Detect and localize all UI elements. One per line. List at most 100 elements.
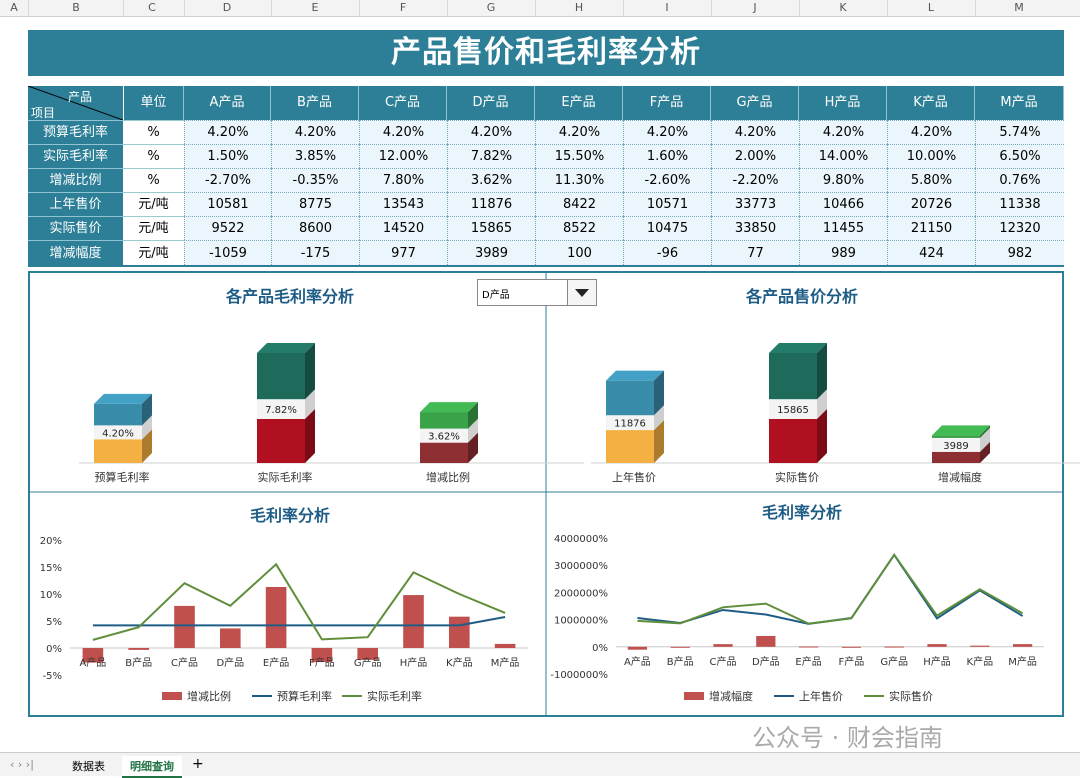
column-header[interactable]: M — [1014, 1, 1024, 14]
unit-cell[interactable]: 元/吨 — [123, 216, 184, 240]
data-table: 产品 项目 单位 A产品 B产品 C产品 D产品 E产品 F产品 G产品 H产品 K产品 M产品 预算… — [28, 86, 1064, 267]
table-cell[interactable]: 4.20% — [184, 120, 271, 144]
watermark: 公众号 · 财会指南 — [752, 724, 943, 752]
unit-cell[interactable]: % — [123, 168, 184, 192]
table-cell[interactable]: 15.50% — [535, 144, 623, 168]
unit-cell[interactable]: 元/吨 — [123, 240, 184, 265]
product-header: E产品 — [535, 86, 623, 120]
table-cell[interactable]: 12.00% — [359, 144, 447, 168]
table-cell[interactable]: 982 — [975, 240, 1064, 265]
table-cell[interactable]: 33773 — [711, 192, 799, 216]
tab-data-sheet[interactable]: 数据表 — [72, 760, 105, 773]
column-header[interactable]: G — [486, 1, 496, 14]
table-cell[interactable]: 5.74% — [975, 120, 1064, 144]
table-cell[interactable]: -1059 — [184, 240, 271, 265]
row-label: 实际毛利率 — [28, 144, 123, 168]
product-select-value: D产品 — [482, 290, 510, 301]
table-cell[interactable]: 100 — [535, 240, 623, 265]
add-sheet-icon[interactable]: + — [192, 756, 204, 772]
row-label: 实际售价 — [28, 216, 123, 240]
table-cell[interactable]: 11455 — [799, 216, 887, 240]
table-cell[interactable]: -175 — [271, 240, 359, 265]
corner-divider — [28, 86, 123, 120]
table-cell[interactable]: -2.70% — [184, 168, 271, 192]
corner-bottom-label: 项目 — [31, 106, 56, 120]
table-cell[interactable]: 10466 — [799, 192, 887, 216]
table-cell[interactable]: 4.20% — [887, 120, 975, 144]
table-cell[interactable]: 3.85% — [271, 144, 359, 168]
table-cell[interactable]: 7.82% — [447, 144, 535, 168]
table-cell[interactable]: 33850 — [711, 216, 799, 240]
nav-arrows-icon[interactable]: ‹ › ›| — [10, 758, 34, 771]
table-cell[interactable]: 5.80% — [887, 168, 975, 192]
table-cell[interactable]: 8600 — [271, 216, 359, 240]
column-header[interactable]: F — [399, 1, 407, 14]
table-cell[interactable]: -2.20% — [711, 168, 799, 192]
table-cell[interactable]: 21150 — [887, 216, 975, 240]
product-header: G产品 — [711, 86, 799, 120]
product-select[interactable]: D产品 — [477, 279, 597, 306]
table-cell[interactable]: -0.35% — [271, 168, 359, 192]
table-cell[interactable]: 14520 — [359, 216, 447, 240]
table-cell[interactable]: 10581 — [184, 192, 271, 216]
unit-cell[interactable]: % — [123, 120, 184, 144]
product-header: A产品 — [184, 86, 271, 120]
row-label: 预算毛利率 — [28, 120, 123, 144]
column-header[interactable]: H — [574, 1, 584, 14]
table-cell[interactable]: 424 — [887, 240, 975, 265]
row-label: 增减比例 — [28, 168, 123, 192]
column-header[interactable]: J — [753, 1, 757, 14]
table-cell[interactable]: 1.60% — [623, 144, 711, 168]
table-cell[interactable]: 11.30% — [535, 168, 623, 192]
table-cell[interactable]: 20726 — [887, 192, 975, 216]
column-header[interactable]: L — [927, 1, 935, 14]
table-cell[interactable]: 8522 — [535, 216, 623, 240]
unit-cell[interactable]: 元/吨 — [123, 192, 184, 216]
table-cell[interactable]: 989 — [799, 240, 887, 265]
table-cell[interactable]: 3989 — [447, 240, 535, 265]
table-cell[interactable]: 7.80% — [359, 168, 447, 192]
table-cell[interactable]: 10571 — [623, 192, 711, 216]
table-cell[interactable]: 15865 — [447, 216, 535, 240]
column-header[interactable]: A — [10, 1, 18, 14]
table-cell[interactable]: 4.20% — [271, 120, 359, 144]
table-cell[interactable]: 11338 — [975, 192, 1064, 216]
table-cell[interactable]: -96 — [623, 240, 711, 265]
chevron-down-icon[interactable] — [567, 280, 596, 305]
table-cell[interactable]: 4.20% — [535, 120, 623, 144]
table-cell[interactable]: 9522 — [184, 216, 271, 240]
table-cell[interactable]: 8422 — [535, 192, 623, 216]
table-cell[interactable]: 0.76% — [975, 168, 1064, 192]
table-cell[interactable]: 4.20% — [711, 120, 799, 144]
table-cell[interactable]: 10.00% — [887, 144, 975, 168]
table-cell[interactable]: 6.50% — [975, 144, 1064, 168]
table-cell[interactable]: 4.20% — [623, 120, 711, 144]
table-cell[interactable]: 977 — [359, 240, 447, 265]
table-cell[interactable]: 12320 — [975, 216, 1064, 240]
table-cell[interactable]: 13543 — [359, 192, 447, 216]
table-cell[interactable]: 11876 — [447, 192, 535, 216]
product-header: B产品 — [271, 86, 359, 120]
column-header[interactable]: K — [839, 1, 847, 14]
column-header[interactable]: D — [222, 1, 232, 14]
table-cell[interactable]: 2.00% — [711, 144, 799, 168]
unit-cell[interactable]: % — [123, 144, 184, 168]
column-header[interactable]: B — [72, 1, 80, 14]
table-cell[interactable]: 4.20% — [799, 120, 887, 144]
table-cell[interactable]: 4.20% — [447, 120, 535, 144]
column-header[interactable]: E — [311, 1, 319, 14]
panel-dividers — [30, 273, 1062, 715]
table-cell[interactable]: 8775 — [271, 192, 359, 216]
table-cell[interactable]: 9.80% — [799, 168, 887, 192]
table-cell[interactable]: -2.60% — [623, 168, 711, 192]
table-cell[interactable]: 1.50% — [184, 144, 271, 168]
column-header[interactable]: I — [665, 1, 669, 14]
chart-area — [28, 271, 1064, 717]
table-cell[interactable]: 77 — [711, 240, 799, 265]
table-cell[interactable]: 14.00% — [799, 144, 887, 168]
table-cell[interactable]: 3.62% — [447, 168, 535, 192]
table-cell[interactable]: 10475 — [623, 216, 711, 240]
column-header[interactable]: C — [148, 1, 156, 14]
page-title: 产品售价和毛利率分析 — [28, 30, 1064, 76]
table-cell[interactable]: 4.20% — [359, 120, 447, 144]
